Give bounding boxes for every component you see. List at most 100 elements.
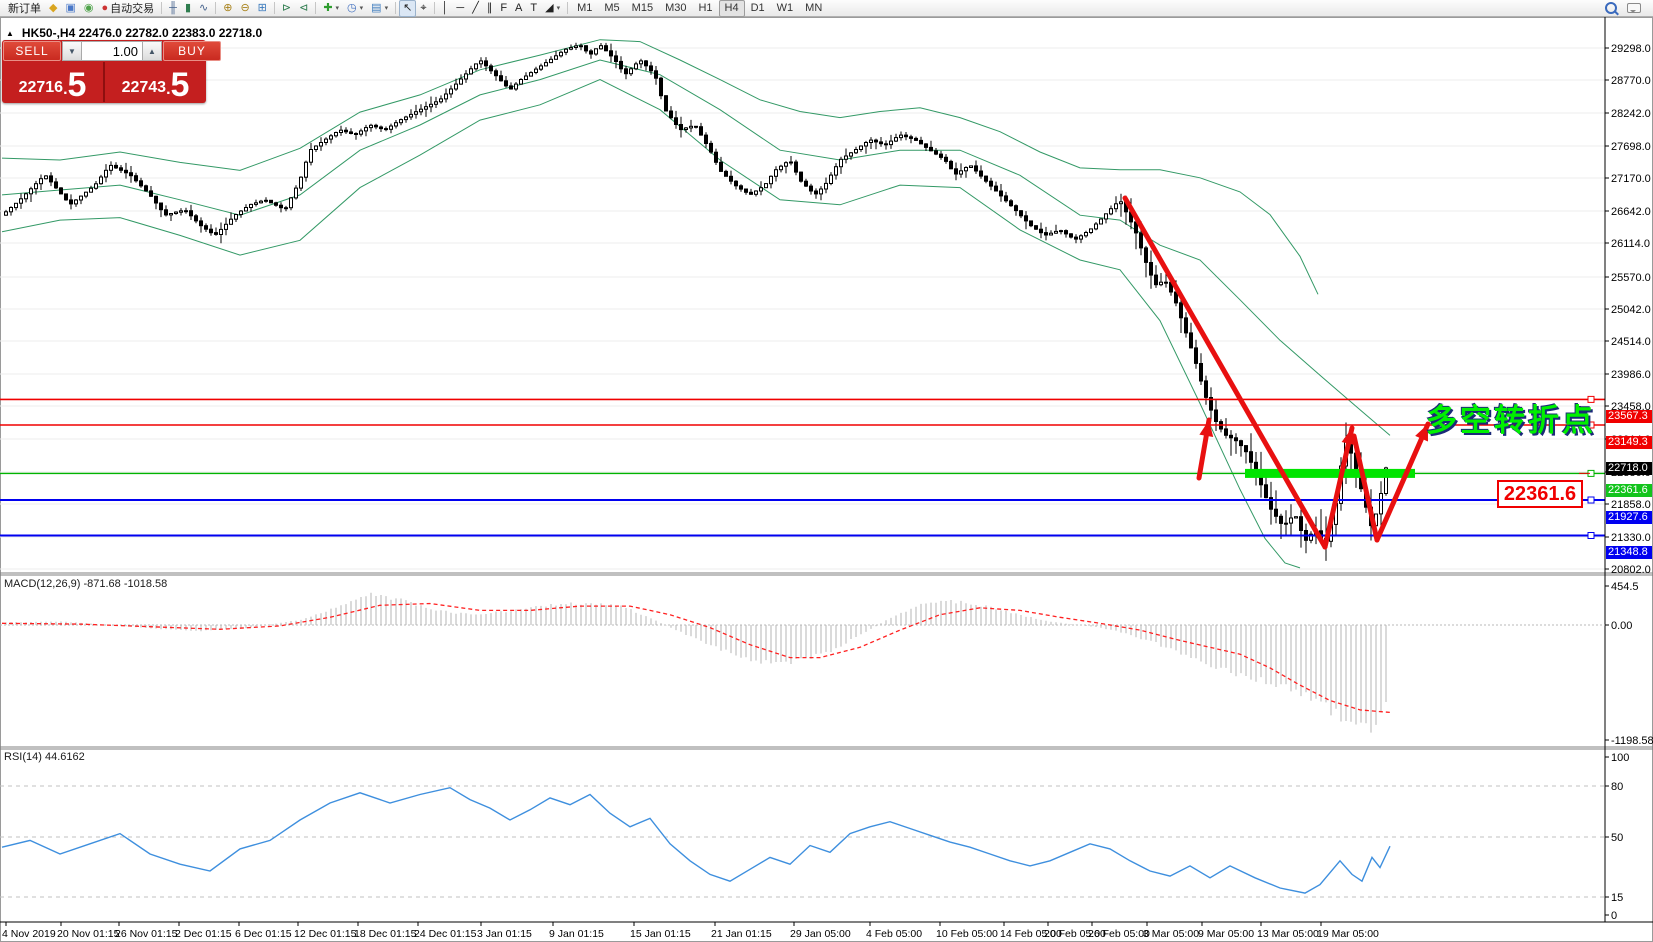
sell-price[interactable]: 22716. 5 [2, 62, 105, 102]
svg-text:15: 15 [1611, 892, 1623, 904]
timeframe-w1-button[interactable]: W1 [776, 2, 794, 14]
trendline-button[interactable]: ╱ [468, 0, 483, 17]
time-tick: 21 Jan 01:15 [711, 928, 772, 940]
market-depth-icon[interactable]: ◆ [45, 0, 61, 17]
price-tick: 29298.0 [1611, 43, 1651, 55]
candlestick-chart-icon[interactable]: ▮ [181, 0, 195, 17]
autotrading-button[interactable]: ● 自动交易 [101, 1, 155, 15]
price-tick: 21858.0 [1611, 499, 1651, 511]
time-tick: 4 Nov 2019 [2, 928, 56, 940]
chart-shift-icon[interactable]: ⊲ [295, 0, 312, 17]
svg-text:-1198.58: -1198.58 [1611, 735, 1653, 747]
timeframe-m15-button[interactable]: M15 [631, 2, 654, 14]
chart-shift-icon: ⊲ [299, 1, 309, 14]
timeframe-m1-button[interactable]: M1 [577, 2, 593, 14]
timeframe-m5-button[interactable]: M5 [604, 2, 620, 14]
collapse-icon[interactable]: ▲ [6, 28, 14, 38]
sell-button[interactable]: SELL [3, 41, 61, 61]
template-button[interactable]: ▤ ▾ [367, 0, 392, 17]
cursor-button[interactable]: ↖ [399, 0, 417, 17]
price-badge-22361.6: 22361.6 [1606, 484, 1652, 497]
crosshair-button[interactable]: ⌖ [416, 0, 430, 17]
rsi-line [1, 786, 1391, 894]
arrows-button: ◢ [545, 1, 554, 14]
candles [4, 42, 1388, 561]
dropdown-arrow-icon[interactable]: ▾ [335, 5, 340, 12]
price-tick: 25570.0 [1611, 272, 1651, 284]
chart-window: 29298.0 28770.0 28242.0 27698.0 27170.0 26642… [0, 17, 1653, 942]
line-chart-icon[interactable]: ∿ [195, 0, 212, 17]
price-badge-23567.3: 23567.3 [1606, 410, 1652, 423]
auto-scroll-icon[interactable]: ⊳ [278, 0, 295, 17]
price-callout: 22361.6 [1497, 480, 1583, 508]
dropdown-arrow-icon[interactable]: ▾ [359, 5, 364, 12]
svg-text:0.00: 0.00 [1611, 620, 1632, 632]
time-tick: 6 Dec 01:15 [235, 928, 292, 940]
toolbar-separator [567, 2, 569, 14]
auto-scroll-icon: ⊳ [281, 1, 292, 14]
buy-price[interactable]: 22743. 5 [121, 66, 190, 104]
timeframe-d1-button[interactable]: D1 [750, 2, 765, 14]
text-label-button[interactable]: T [526, 0, 541, 17]
price-chart[interactable]: 29298.0 28770.0 28242.0 27698.0 27170.0 26642… [0, 17, 1653, 942]
add-indicator-button[interactable]: ✚ ▾ [319, 0, 343, 17]
trend-arrow [1374, 421, 1431, 543]
timeframe-m30-button[interactable]: M30 [665, 2, 687, 14]
timeframe-h4-button[interactable]: H4 [718, 0, 745, 17]
equidistant-channel-button[interactable]: ∥ [483, 0, 497, 17]
volume-increase-button[interactable]: ▲ [142, 41, 162, 61]
bar-chart-icon[interactable]: ╫ [165, 0, 181, 17]
signals-icon[interactable]: ◉ [80, 0, 98, 17]
tile-windows-icon[interactable]: ⊞ [254, 0, 271, 17]
time-tick: 2 Dec 01:15 [175, 928, 232, 940]
time-tick: 12 Dec 01:15 [294, 928, 357, 940]
periods-button: ◷ [347, 1, 357, 14]
terminal-icon[interactable]: ▣ [61, 0, 79, 17]
bar-chart-icon: ╫ [169, 1, 177, 14]
vertical-line-button[interactable]: │ [438, 0, 453, 17]
time-tick: 26 Feb 05:00 [1088, 928, 1150, 940]
time-tick: 20 Feb 05:00 [1044, 928, 1106, 940]
bollinger-upper [1, 39, 1319, 295]
hline-marker [1587, 496, 1595, 504]
svg-text:50: 50 [1611, 832, 1623, 844]
price-tick: 28770.0 [1611, 75, 1651, 87]
time-tick: 9 Mar 05:00 [1198, 928, 1254, 940]
time-tick: 24 Dec 01:15 [414, 928, 477, 940]
buy-button[interactable]: BUY [163, 41, 221, 61]
svg-text:100: 100 [1611, 752, 1629, 764]
price-tick: 21330.0 [1611, 532, 1651, 544]
zoom-in-icon[interactable]: ⊕ [219, 0, 236, 17]
timeframe-mn-button[interactable]: MN [805, 2, 823, 14]
toolbar-separator [395, 2, 397, 14]
timeframe-h1-button[interactable]: H1 [698, 2, 713, 14]
horizontal-line-button[interactable]: ─ [452, 0, 468, 17]
time-tick: 18 Dec 01:15 [354, 928, 417, 940]
text-button[interactable]: A [511, 0, 526, 17]
time-tick: 14 Feb 05:00 [1000, 928, 1062, 940]
dropdown-arrow-icon[interactable]: ▾ [384, 5, 389, 12]
fibonacci-button[interactable]: F [496, 0, 511, 17]
arrows-button[interactable]: ◢ ▾ [541, 0, 564, 17]
toolbar-separator [315, 2, 317, 14]
chat-icon[interactable] [1627, 3, 1641, 13]
price-badge-22718.0: 22718.0 [1606, 462, 1652, 475]
toolbar: 新订单 ◆ ▣ ◉ ● 自动交易 ╫ ▮ ∿ ⊕ ⊖ ⊞ ⊳ ⊲ ✚ ▾ ◷ ▾ ▤ ▾ ↖ ⌖ │ ─ ╱ ∥ F A T ◢ ▾ M1 M5… [0, 0, 1653, 17]
zoom-out-icon[interactable]: ⊖ [236, 0, 253, 17]
time-tick: 4 Feb 05:00 [866, 928, 922, 940]
time-tick: 3 Jan 01:15 [477, 928, 532, 940]
trend-arrow [1351, 433, 1380, 543]
volume-input[interactable] [82, 41, 142, 61]
price-badge-21348.8: 21348.8 [1606, 546, 1652, 559]
dropdown-arrow-icon[interactable]: ▾ [556, 5, 561, 12]
search-icon[interactable] [1605, 2, 1617, 14]
periods-button[interactable]: ◷ ▾ [343, 0, 367, 17]
chart-title-text: HK50-,H4 22476.0 22782.0 22383.0 22718.0 [21, 26, 263, 40]
text-label-button: T [530, 1, 538, 14]
new-order-button[interactable]: 新订单 [8, 3, 41, 15]
volume-decrease-button[interactable]: ▼ [62, 41, 82, 61]
trend-arrow [1322, 425, 1355, 550]
support-highlight-band [1245, 468, 1415, 478]
market-depth-icon: ◆ [49, 1, 58, 14]
